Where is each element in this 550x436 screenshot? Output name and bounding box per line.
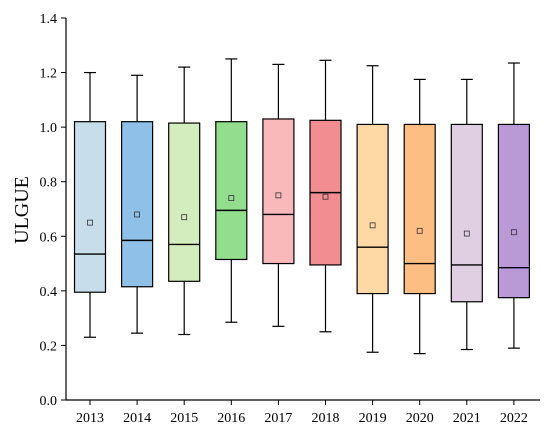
- box-2018: [309, 59, 342, 333]
- mean-marker: [510, 229, 517, 236]
- mean-marker: [134, 211, 141, 218]
- tick-labels-layer: 0.0 0.2 0.4 0.6 0.8 1.0 1.2 1.4 2013 2014 2015 2016…: [40, 12, 528, 426]
- y-tick-label: 0.2: [40, 339, 58, 354]
- iqr-box: [403, 123, 436, 295]
- x-tick-label: 2014: [123, 411, 151, 426]
- iqr-box: [356, 123, 389, 295]
- iqr-box: [450, 123, 483, 303]
- iqr-box: [168, 122, 201, 282]
- box-2013: [73, 71, 107, 338]
- x-tick-label: 2018: [312, 411, 340, 426]
- y-tick-label: 0.0: [40, 394, 58, 409]
- y-tick-label: 1.2: [40, 67, 58, 82]
- y-tick-label: 1.4: [40, 12, 58, 27]
- axes-layer: [61, 17, 540, 405]
- box-2020: [403, 78, 436, 355]
- iqr-box: [120, 121, 154, 288]
- box-2021: [450, 78, 483, 351]
- box-2017: [262, 63, 295, 327]
- iqr-box: [73, 121, 107, 293]
- y-tick-label: 1.0: [40, 121, 58, 136]
- x-tick-label: 2017: [264, 411, 292, 426]
- box-2014: [120, 74, 154, 334]
- iqr-box: [497, 123, 530, 299]
- x-tick-label: 2015: [170, 411, 198, 426]
- x-tick-label: 2021: [453, 411, 481, 426]
- mean-marker: [228, 195, 235, 201]
- y-tick-label: 0.8: [40, 176, 58, 191]
- mean-marker: [322, 193, 329, 200]
- x-tick-label: 2013: [76, 411, 104, 426]
- x-tick-label: 2020: [406, 411, 434, 426]
- box-2016: [215, 58, 248, 323]
- box-2019: [356, 65, 389, 353]
- mean-marker: [369, 222, 376, 229]
- mean-marker: [181, 214, 188, 221]
- box-2022: [497, 62, 530, 349]
- x-tick-label: 2019: [359, 411, 387, 426]
- x-tick-label: 2022: [500, 411, 528, 426]
- iqr-box: [215, 121, 248, 261]
- box-2015: [168, 66, 201, 336]
- y-axis-title: ULGUE: [11, 176, 33, 244]
- mean-marker: [463, 230, 470, 237]
- x-tick-label: 2016: [217, 411, 245, 426]
- y-tick-label: 0.6: [40, 230, 58, 245]
- y-tick-label: 0.4: [40, 285, 58, 300]
- mean-marker: [275, 192, 282, 199]
- mean-marker: [416, 227, 423, 234]
- boxes-layer: [73, 58, 530, 355]
- mean-marker: [87, 219, 93, 226]
- iqr-box: [262, 118, 295, 265]
